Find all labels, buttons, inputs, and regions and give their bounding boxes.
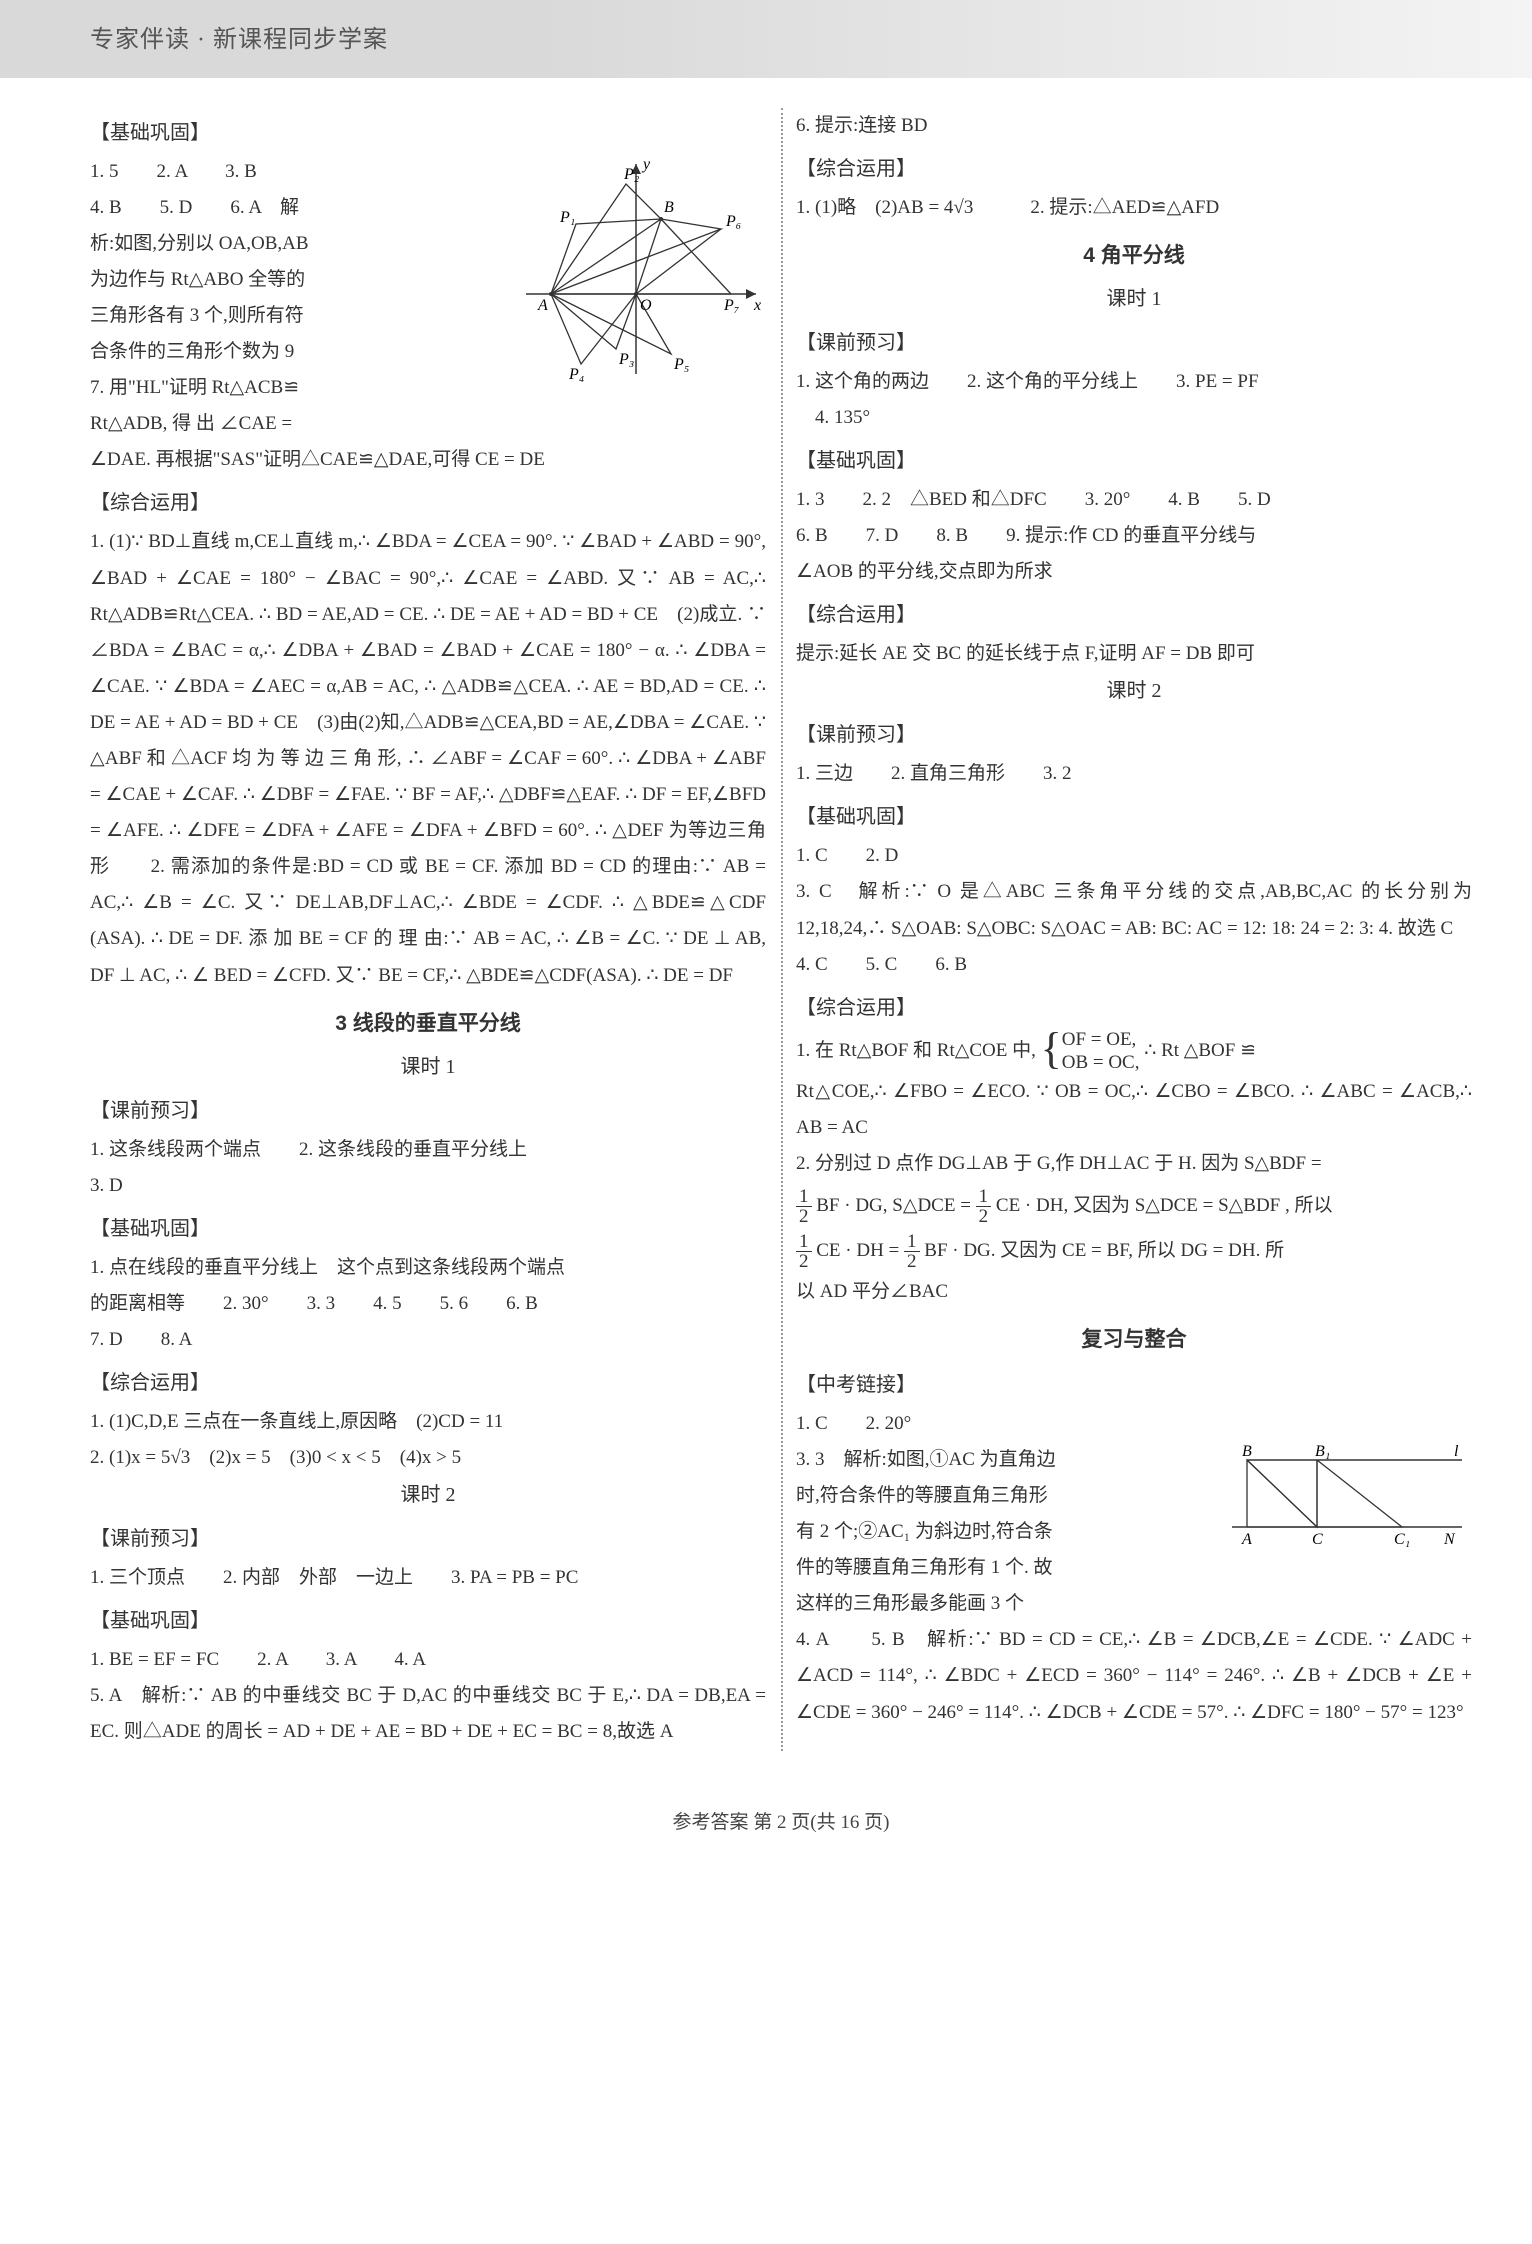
section-head: 【中考链接】 <box>796 1366 1472 1404</box>
text: 这样的三角形最多能画 3 个 <box>796 1586 1472 1622</box>
section-title: 4 角平分线 <box>796 236 1472 276</box>
svg-text:P₁: P₁ <box>559 209 575 226</box>
svg-text:N: N <box>1443 1531 1456 1548</box>
text: 2. (1)x = 5√3 (2)x = 5 (3)0 < x < 5 (4)x… <box>90 1440 766 1476</box>
text: 1. C 2. 20° <box>796 1406 1472 1442</box>
section-subtitle: 课时 1 <box>796 280 1472 318</box>
text: OF = OE, <box>1062 1029 1137 1050</box>
text: 5. A 解析:∵ AB 的中垂线交 BC 于 D,AC 的中垂线交 BC 于 … <box>90 1678 766 1750</box>
text: 的距离相等 2. 30° 3. 3 4. 5 5. 6 6. B <box>90 1286 766 1322</box>
text: ∠AOB 的平分线,交点即为所求 <box>796 554 1472 590</box>
right-column: 6. 提示:连接 BD 【综合运用】 1. (1)略 (2)AB = 4√3 2… <box>796 108 1472 1751</box>
section-head: 【基础巩固】 <box>796 798 1472 836</box>
svg-text:A: A <box>1241 1531 1252 1548</box>
section-subtitle: 课时 1 <box>90 1048 766 1086</box>
svg-text:C: C <box>1312 1531 1323 1548</box>
section-head: 【综合运用】 <box>796 150 1472 188</box>
text: 1. C 2. D <box>796 838 1472 874</box>
text: OB = OC, <box>1062 1052 1140 1073</box>
text: 1. 3 2. 2 △BED 和△DFC 3. 20° 4. B 5. D <box>796 482 1472 518</box>
page-body: 【基础巩固】 <box>0 108 1532 1881</box>
svg-text:P₂: P₂ <box>623 166 640 183</box>
svg-text:B: B <box>664 199 674 216</box>
text: 1. 这条线段两个端点 2. 这条线段的垂直平分线上 <box>90 1132 766 1168</box>
section-head: 【基础巩固】 <box>90 114 766 152</box>
text: 以 AD 平分∠BAC <box>796 1274 1472 1310</box>
section-subtitle: 课时 2 <box>796 672 1472 710</box>
text: 3. D <box>90 1168 766 1204</box>
section-head: 【课前预习】 <box>90 1520 766 1558</box>
text: Rt△COE,∴ ∠FBO = ∠ECO. ∵ OB = OC,∴ ∠CBO =… <box>796 1074 1472 1146</box>
section-title: 3 线段的垂直平分线 <box>90 1004 766 1044</box>
text: 1. 这个角的两边 2. 这个角的平分线上 3. PE = PF <box>796 364 1472 400</box>
text: ∴ Rt △BOF ≌ <box>1144 1040 1256 1061</box>
svg-text:O: O <box>640 297 652 314</box>
text: ∠DAE. 再根据"SAS"证明△CAE≌△DAE,可得 CE = DE <box>90 442 766 478</box>
text: 提示:延长 AE 交 BC 的延长线于点 F,证明 AF = DB 即可 <box>796 636 1472 672</box>
text: 12 BF · DG, S△DCE = 12 CE · DH, 又因为 S△DC… <box>796 1183 1472 1229</box>
page-footer: 参考答案 第 2 页(共 16 页) <box>90 1805 1472 1841</box>
section-head: 【综合运用】 <box>796 989 1472 1027</box>
text: 1. (1)C,D,E 三点在一条直线上,原因略 (2)CD = 11 <box>90 1404 766 1440</box>
svg-text:P₇: P₇ <box>723 297 740 314</box>
text: BF · DG, S△DCE = <box>812 1195 976 1216</box>
text: 6. 提示:连接 BD <box>796 108 1472 144</box>
text: 4. C 5. C 6. B <box>796 947 1472 983</box>
text: 2. 分别过 D 点作 DG⊥AB 于 G,作 DH⊥AC 于 H. 因为 S△… <box>796 1146 1472 1182</box>
svg-text:P₃: P₃ <box>618 351 634 368</box>
text: CE · DH = <box>812 1240 905 1261</box>
section-head: 【课前预习】 <box>796 324 1472 362</box>
section-head: 【基础巩固】 <box>796 442 1472 480</box>
header-title: 专家伴读 · 新课程同步学案 <box>90 27 388 53</box>
section-head: 【课前预习】 <box>796 716 1472 754</box>
text: 4. 135° <box>796 400 1472 436</box>
text: CE · DH, 又因为 S△DCE = S△BDF , 所以 <box>991 1195 1332 1216</box>
svg-text:x: x <box>753 297 761 314</box>
section-head: 【基础巩固】 <box>90 1602 766 1640</box>
section-head: 【综合运用】 <box>90 1364 766 1402</box>
text: 6. B 7. D 8. B 9. 提示:作 CD 的垂直平分线与 <box>796 518 1472 554</box>
text: 1. 在 Rt△BOF 和 Rt△COE 中, { OF = OE, OB = … <box>796 1029 1472 1075</box>
text: BF · DG. 又因为 CE = BF, 所以 DG = DH. 所 <box>920 1240 1285 1261</box>
section-head: 【基础巩固】 <box>90 1210 766 1248</box>
svg-text:C₁: C₁ <box>1394 1531 1410 1548</box>
section-title: 复习与整合 <box>796 1320 1472 1360</box>
figure-1: y x A O B P₁ P₂ P₃ P₄ P₅ P₆ P₇ <box>506 154 766 397</box>
svg-text:P₄: P₄ <box>568 366 584 383</box>
section-head: 【综合运用】 <box>796 596 1472 634</box>
text: 1. BE = EF = FC 2. A 3. A 4. A <box>90 1642 766 1678</box>
svg-text:l: l <box>1454 1443 1459 1460</box>
svg-text:B: B <box>1242 1443 1252 1460</box>
text: 4. A 5. B 解析:∵ BD = CD = CE,∴ ∠B = ∠DCB,… <box>796 1622 1472 1730</box>
text: 7. D 8. A <box>90 1322 766 1358</box>
figure-2: A B B₁ C C₁ N l <box>1222 1442 1472 1565</box>
section-head: 【综合运用】 <box>90 484 766 522</box>
text: 12 CE · DH = 12 BF · DG. 又因为 CE = BF, 所以… <box>796 1228 1472 1274</box>
text: 1. 点在线段的垂直平分线上 这个点到这条线段两个端点 <box>90 1250 766 1286</box>
text: 1. 三边 2. 直角三角形 3. 2 <box>796 756 1472 792</box>
text: Rt△ADB, 得 出 ∠CAE = <box>90 406 766 442</box>
svg-text:P₅: P₅ <box>673 356 689 373</box>
page-header: 专家伴读 · 新课程同步学案 <box>0 0 1532 80</box>
text: 1. 在 Rt△BOF 和 Rt△COE 中, <box>796 1040 1041 1061</box>
svg-text:y: y <box>641 156 651 173</box>
section-head: 【课前预习】 <box>90 1092 766 1130</box>
text: 1. (1)∵ BD⊥直线 m,CE⊥直线 m,∴ ∠BDA = ∠CEA = … <box>90 524 766 993</box>
section-subtitle: 课时 2 <box>90 1476 766 1514</box>
text: 3. C 解析:∵ O 是△ABC 三条角平分线的交点,AB,BC,AC 的长分… <box>796 874 1472 946</box>
svg-text:B₁: B₁ <box>1315 1443 1330 1460</box>
text: 1. 三个顶点 2. 内部 外部 一边上 3. PA = PB = PC <box>90 1560 766 1596</box>
text: 1. (1)略 (2)AB = 4√3 2. 提示:△AED≌△AFD <box>796 190 1472 226</box>
svg-text:A: A <box>537 297 548 314</box>
svg-text:P₆: P₆ <box>725 213 741 230</box>
left-column: 【基础巩固】 <box>90 108 766 1751</box>
